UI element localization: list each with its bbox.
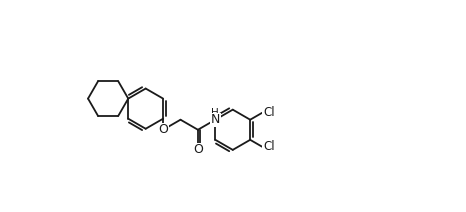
Text: O: O <box>158 123 168 136</box>
Text: O: O <box>193 143 203 156</box>
Text: Cl: Cl <box>263 106 274 119</box>
Text: N: N <box>211 113 220 126</box>
Text: Cl: Cl <box>263 140 274 153</box>
Text: H: H <box>212 108 219 118</box>
